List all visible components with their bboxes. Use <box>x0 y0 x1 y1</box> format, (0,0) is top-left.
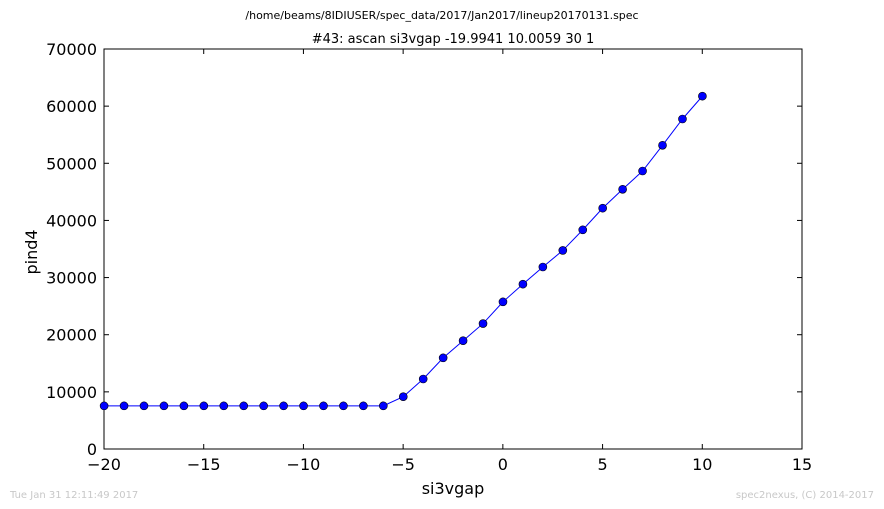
data-point <box>558 246 568 255</box>
timestamp-footer: Tue Jan 31 12:11:49 2017 <box>9 490 138 501</box>
x-axis-label: si3vgap <box>422 479 485 498</box>
x-tick-label: 0 <box>498 455 508 474</box>
data-point <box>199 401 209 411</box>
data-point <box>538 262 548 272</box>
y-tick-label: 0 <box>87 440 97 459</box>
data-point <box>698 91 707 101</box>
data-point <box>398 392 408 402</box>
x-tick-label: −10 <box>287 455 321 474</box>
data-point <box>518 279 528 289</box>
data-point <box>678 114 687 124</box>
data-point <box>179 401 189 411</box>
y-axis-ticks: 0 10000 20000 30000 40000 50000 60000 70000 <box>46 40 802 459</box>
data-point <box>658 140 667 150</box>
credit-footer: spec2nexus, (C) 2014-2017 <box>736 490 874 501</box>
data-point <box>99 401 109 411</box>
x-tick-label: 15 <box>792 455 812 474</box>
chart-title: #43: ascan si3vgap -19.9941 10.0059 30 1 <box>312 32 595 47</box>
axes-frame <box>103 48 803 450</box>
data-point <box>339 401 348 411</box>
data-point <box>418 374 428 384</box>
x-tick-label: −5 <box>391 455 415 474</box>
y-tick-label: 10000 <box>46 383 97 402</box>
data-point <box>578 225 588 235</box>
data-point <box>618 184 627 194</box>
y-axis-label: pind4 <box>22 229 41 274</box>
data-point <box>598 203 607 213</box>
y-tick-label: 20000 <box>46 326 97 345</box>
x-axis-ticks: −20 −15 −10 −5 0 5 10 15 <box>87 49 812 474</box>
data-point <box>458 336 468 346</box>
data-point <box>478 319 488 328</box>
y-tick-label: 60000 <box>46 97 97 116</box>
data-point <box>259 401 268 411</box>
y-tick-label: 50000 <box>46 154 97 173</box>
data-point <box>638 166 647 176</box>
data-point <box>239 401 249 411</box>
data-point <box>219 401 229 411</box>
x-tick-label: −20 <box>87 455 121 474</box>
y-tick-label: 30000 <box>46 269 97 288</box>
data-point <box>498 297 508 307</box>
x-tick-label: −15 <box>187 455 221 474</box>
data-point <box>119 401 129 411</box>
data-point <box>159 401 169 411</box>
data-point <box>299 401 308 411</box>
data-point <box>379 401 388 411</box>
y-tick-label: 70000 <box>46 40 97 59</box>
x-tick-label: 10 <box>692 455 712 474</box>
plot-area: −20 −15 −10 −5 0 5 10 15 0 10000 20000 30000 40000 5… <box>46 40 812 474</box>
series-layer <box>99 91 707 411</box>
data-point <box>279 401 288 411</box>
figure-suptitle: /home/beams/8IDIUSER/spec_data/2017/Jan2… <box>245 9 638 22</box>
data-point <box>319 401 328 411</box>
y-tick-label: 40000 <box>46 211 97 230</box>
data-point <box>359 401 368 411</box>
data-point <box>139 401 149 411</box>
data-point <box>438 353 448 363</box>
x-tick-label: 5 <box>597 455 607 474</box>
